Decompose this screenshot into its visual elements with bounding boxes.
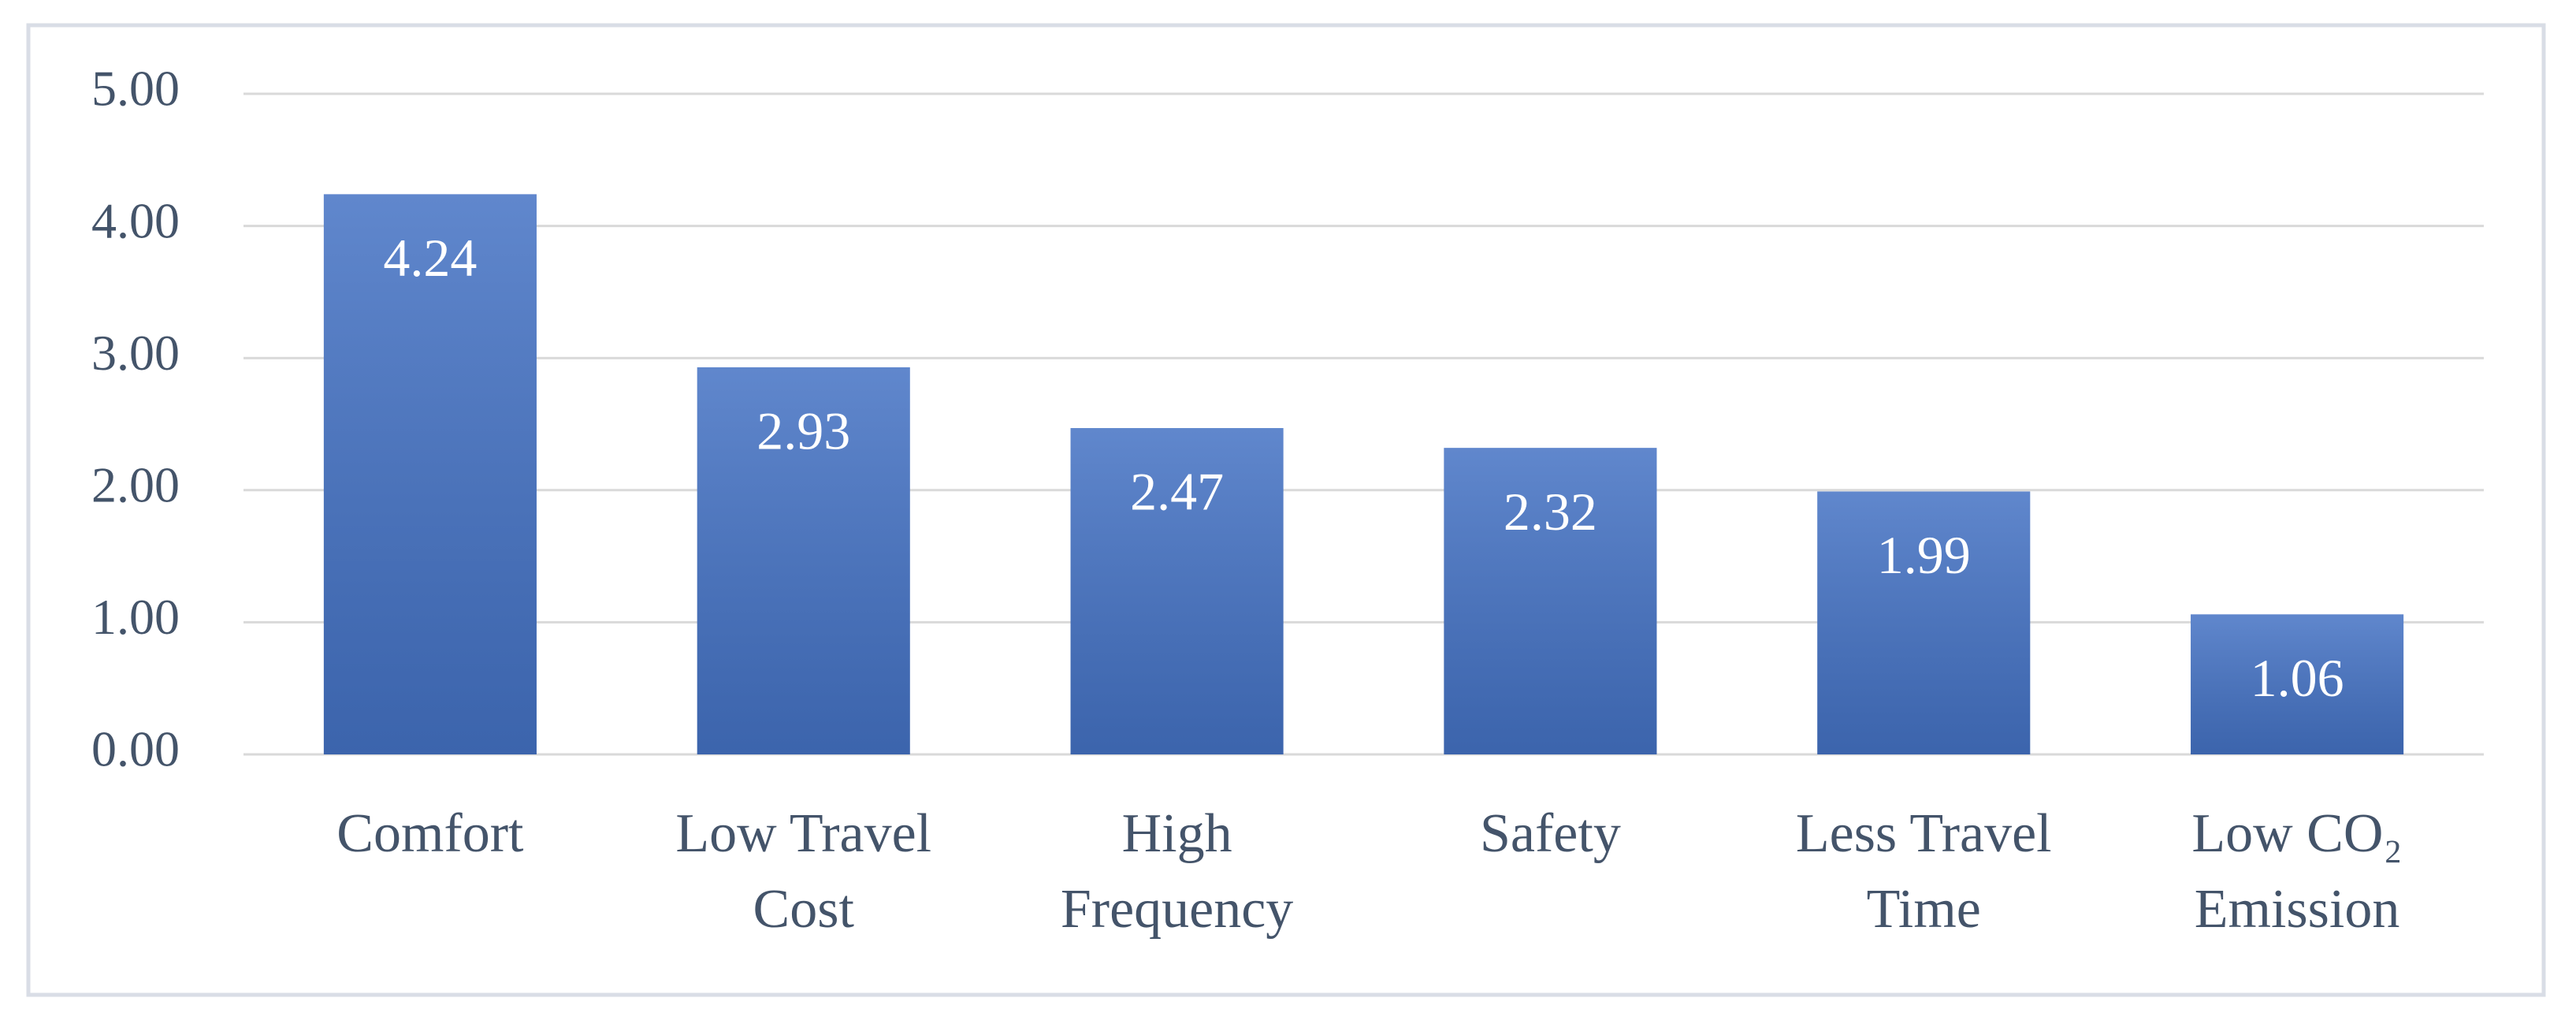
y-tick-label: 0.00 [91, 721, 180, 777]
y-tick-label: 1.00 [91, 589, 180, 645]
data-label: 4.24 [383, 228, 477, 288]
x-tick-label: Low CO₂ Emission [2191, 803, 2403, 940]
x-tick-label-box: High Frequency [1060, 803, 1294, 940]
x-tick-label: Less Travel Time [1795, 803, 2052, 940]
y-tick-label: 3.00 [91, 325, 180, 381]
x-tick-label: Safety [1480, 803, 1621, 864]
data-label: 2.47 [1130, 462, 1224, 522]
x-tick-label-box: Less Travel Time [1795, 803, 2052, 940]
y-tick-label: 2.00 [91, 456, 180, 512]
x-tick-label-box: Low CO₂ Emission [2191, 803, 2403, 940]
x-tick-label: Low Travel Cost [675, 803, 932, 940]
data-label: 2.32 [1504, 482, 1597, 542]
data-label: 2.93 [756, 401, 850, 461]
y-tick-label: 4.00 [91, 192, 180, 248]
data-label: 1.99 [1877, 525, 1971, 585]
data-label: 1.06 [2251, 648, 2344, 708]
x-tick-label-box: Safety [1480, 803, 1621, 864]
y-tick-label: 5.00 [91, 61, 180, 117]
x-tick-label-box: Comfort [336, 803, 524, 864]
x-tick-label: High Frequency [1060, 803, 1294, 940]
x-tick-label: Comfort [336, 803, 524, 864]
x-tick-label-box: Low Travel Cost [675, 803, 932, 940]
